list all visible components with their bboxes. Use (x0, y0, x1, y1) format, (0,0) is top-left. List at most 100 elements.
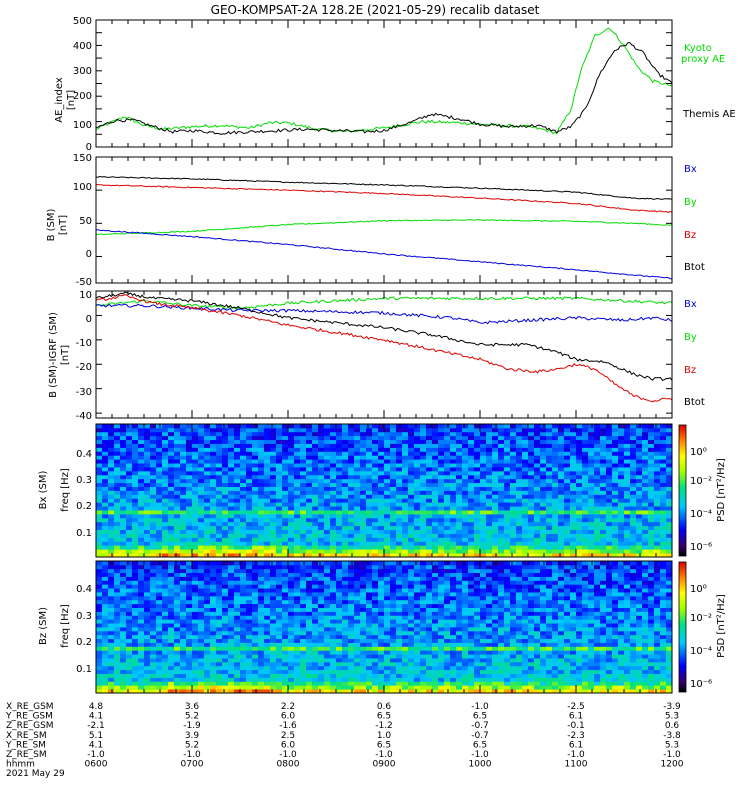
spectrogram-cell (336, 478, 343, 484)
spectrogram-cell (384, 525, 391, 531)
spectrogram-cell (288, 545, 295, 550)
spectrogram-cell (612, 427, 619, 433)
spectrogram-cell (270, 588, 277, 593)
spectrogram-cell (504, 549, 511, 554)
spectrogram-cell (468, 490, 475, 495)
spectrogram-cell (174, 658, 181, 663)
spectrogram-cell (150, 451, 157, 456)
spectrogram-cell (318, 553, 325, 558)
spectrogram-cell (474, 435, 481, 441)
spectrogram-cell (390, 486, 397, 491)
spectrogram-cell (540, 506, 547, 511)
spectrogram-cell (192, 455, 199, 460)
spectrogram-cell (156, 658, 163, 663)
spectrogram-cell (420, 486, 427, 491)
spectrogram-cell (114, 673, 121, 678)
spectrogram-cell (432, 439, 439, 444)
spectrogram-cell (192, 689, 199, 694)
spectrogram-cell (534, 455, 541, 460)
spectrogram-cell (216, 592, 223, 597)
spectrogram-cell (162, 549, 169, 554)
ae-ytick: 200 (73, 91, 92, 102)
spectrogram-cell (108, 630, 115, 636)
spectrogram-cell (534, 424, 541, 429)
spectrogram-cell (132, 576, 139, 581)
spectrogram-cell (366, 533, 373, 538)
spectrogram-cell (372, 549, 379, 554)
spectrogram-cell (336, 525, 343, 531)
spectrogram-cell (168, 490, 175, 495)
spectrogram-cell (324, 439, 331, 444)
spectrogram-cell (144, 642, 151, 647)
spectrogram-cell (660, 510, 667, 515)
spectrogram-cell (534, 513, 541, 519)
spectrogram-cell (126, 549, 133, 554)
spectrogram-cell (228, 634, 235, 640)
spectrogram-cell (276, 642, 283, 647)
spectrogram-cell (186, 513, 193, 519)
spectrogram-cell (312, 630, 319, 636)
spectrogram-cell (624, 525, 631, 531)
spectrogram-cell (252, 592, 259, 597)
spectrogram-cell (180, 588, 187, 593)
spectrogram-cell (102, 478, 109, 484)
spectrogram-cell (660, 482, 667, 487)
spectrogram-cell (294, 654, 301, 659)
spectrogram-cell (138, 431, 145, 437)
spectrogram-cell (582, 443, 589, 448)
spectrogram-cell (462, 486, 469, 491)
spectrogram-cell (336, 470, 343, 476)
spectrogram-cell (516, 494, 523, 499)
spectrogram-cell (276, 490, 283, 495)
spectrogram-cell (630, 498, 637, 503)
bigrf-legend-by: By (684, 332, 697, 343)
spectrogram-cell (444, 478, 451, 484)
spectrogram-cell (102, 588, 109, 593)
spectrogram-cell (264, 611, 271, 616)
spectrogram-cell (438, 435, 445, 441)
bigrf-xticks (95, 290, 673, 418)
spectrogram-cell (444, 553, 451, 558)
spectrogram-cell (390, 490, 397, 495)
spectrogram-cell (282, 506, 289, 511)
spectrogram-cell (474, 553, 481, 558)
spectrogram-cell (348, 545, 355, 550)
spectrogram-cell (264, 478, 271, 484)
spectrogram-cell (150, 439, 157, 444)
spectrogram-cell (450, 553, 457, 558)
spectrogram-cell (324, 685, 331, 690)
spectrogram-cell (108, 498, 115, 503)
spectrogram-cell (252, 658, 259, 663)
spectrogram-cell (414, 463, 421, 468)
spectrogram-cell (168, 549, 175, 554)
spectrogram-cell (264, 681, 271, 686)
spectrogram-cell (222, 661, 229, 667)
spectrogram-cell (264, 494, 271, 499)
spectrogram-cell (486, 435, 493, 441)
bigrf-ylabel-line2: [nT] (60, 345, 71, 365)
spectrogram-cell (126, 564, 133, 570)
spectrogram-cell (582, 427, 589, 433)
spectrogram-cell (168, 498, 175, 503)
spectrogram-cell (456, 521, 463, 527)
spectrogram-cell (636, 431, 643, 437)
spectrogram-cell (246, 611, 253, 616)
spectrogram-cell (312, 541, 319, 546)
spectrogram-cell (240, 439, 247, 444)
spectrogram-cell (294, 424, 301, 429)
spectrogram-cell (432, 513, 439, 519)
spectrogram-cell (312, 427, 319, 433)
spectrogram-cell (228, 607, 235, 612)
spectrogram-cell (234, 424, 241, 429)
spectrogram-cell (390, 537, 397, 542)
spectrogram-cell (186, 677, 193, 682)
spectrogram-cell (564, 533, 571, 538)
spectrogram-cell (282, 661, 289, 667)
spectrogram-cell (606, 490, 613, 495)
spectrogram-cell (618, 431, 625, 437)
spectrogram-cell (570, 486, 577, 491)
spectrogram-cell (258, 634, 265, 640)
spectrogram-cell (126, 498, 133, 503)
spectrogram-cell (228, 463, 235, 468)
spectrogram-cell (174, 424, 181, 429)
